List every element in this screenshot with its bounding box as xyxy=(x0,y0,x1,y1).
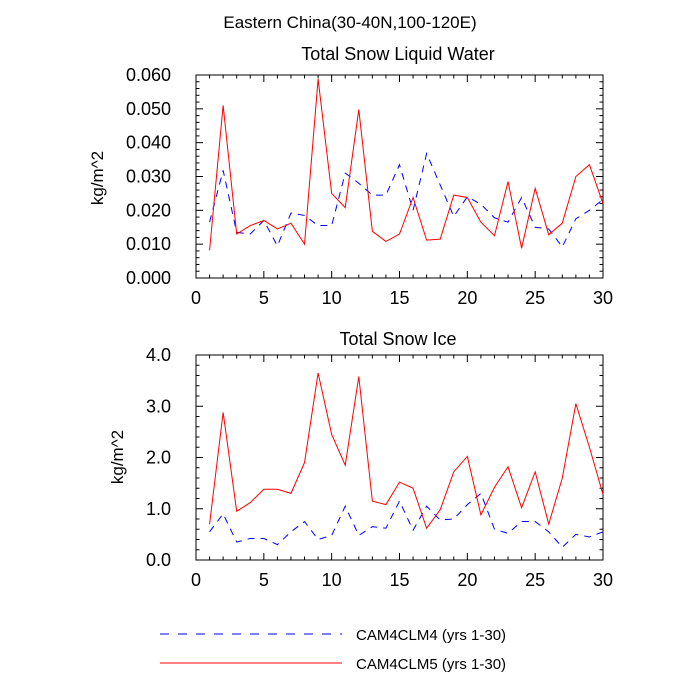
snow-ice-panel: Total Snow Ice kg/m^2 0 5 10 15 20 25 30 0.0 1.0… xyxy=(108,329,613,590)
y-tick-label: 0.0 xyxy=(146,550,171,570)
y-tick-label: 4.0 xyxy=(146,345,171,365)
x-tick-label: 0 xyxy=(191,288,201,308)
y-tick-label: 1.0 xyxy=(146,499,171,519)
panel-title-snow-ice: Total Snow Ice xyxy=(339,329,456,349)
x-tick-label: 0 xyxy=(191,570,201,590)
y-tick-label: 0.040 xyxy=(126,133,171,153)
series-line-cam4clm5 xyxy=(209,372,604,530)
x-tick-label: 15 xyxy=(389,288,409,308)
panel-title-liquid-water: Total Snow Liquid Water xyxy=(301,44,494,64)
plot-frame xyxy=(195,74,604,279)
figure-title: Eastern China(30-40N,100-120E) xyxy=(223,13,476,32)
plot-frame xyxy=(195,354,604,561)
y-tick-label: 0.010 xyxy=(126,234,171,254)
x-tick-label: 25 xyxy=(525,288,545,308)
y-tick-label: 0.000 xyxy=(126,268,171,288)
series-line-cam4clm4 xyxy=(209,151,604,248)
y-tick-label: 0.030 xyxy=(126,167,171,187)
y-tick-label: 2.0 xyxy=(146,448,171,468)
y-tick-label: 0.020 xyxy=(126,200,171,220)
x-tick-label: 10 xyxy=(322,570,342,590)
x-tick-label: 30 xyxy=(593,288,613,308)
series-line-cam4clm5 xyxy=(209,79,604,251)
x-tick-label: 15 xyxy=(389,570,409,590)
y-tick-label: 0.060 xyxy=(126,65,171,85)
legend-label-cam4clm4: CAM4CLM4 (yrs 1-30) xyxy=(356,627,506,644)
y-axis-label-snow-ice: kg/m^2 xyxy=(108,430,127,484)
x-tick-label: 20 xyxy=(457,570,477,590)
y-tick-label: 0.050 xyxy=(126,99,171,119)
y-axis-label-liquid-water: kg/m^2 xyxy=(88,151,107,205)
y-tick-label: 3.0 xyxy=(146,396,171,416)
x-tick-label: 30 xyxy=(593,570,613,590)
x-tick-label: 25 xyxy=(525,570,545,590)
x-tick-label: 5 xyxy=(259,288,269,308)
x-tick-label: 10 xyxy=(322,288,342,308)
x-tick-label: 20 xyxy=(457,288,477,308)
liquid-water-panel: Total Snow Liquid Water kg/m^2 0 5 10 15 20 2… xyxy=(88,44,613,308)
legend-label-cam4clm5: CAM4CLM5 (yrs 1-30) xyxy=(356,656,506,673)
series-line-cam4clm4 xyxy=(209,492,604,548)
legend: CAM4CLM4 (yrs 1-30) CAM4CLM5 (yrs 1-30) xyxy=(160,627,506,673)
x-tick-label: 5 xyxy=(259,570,269,590)
